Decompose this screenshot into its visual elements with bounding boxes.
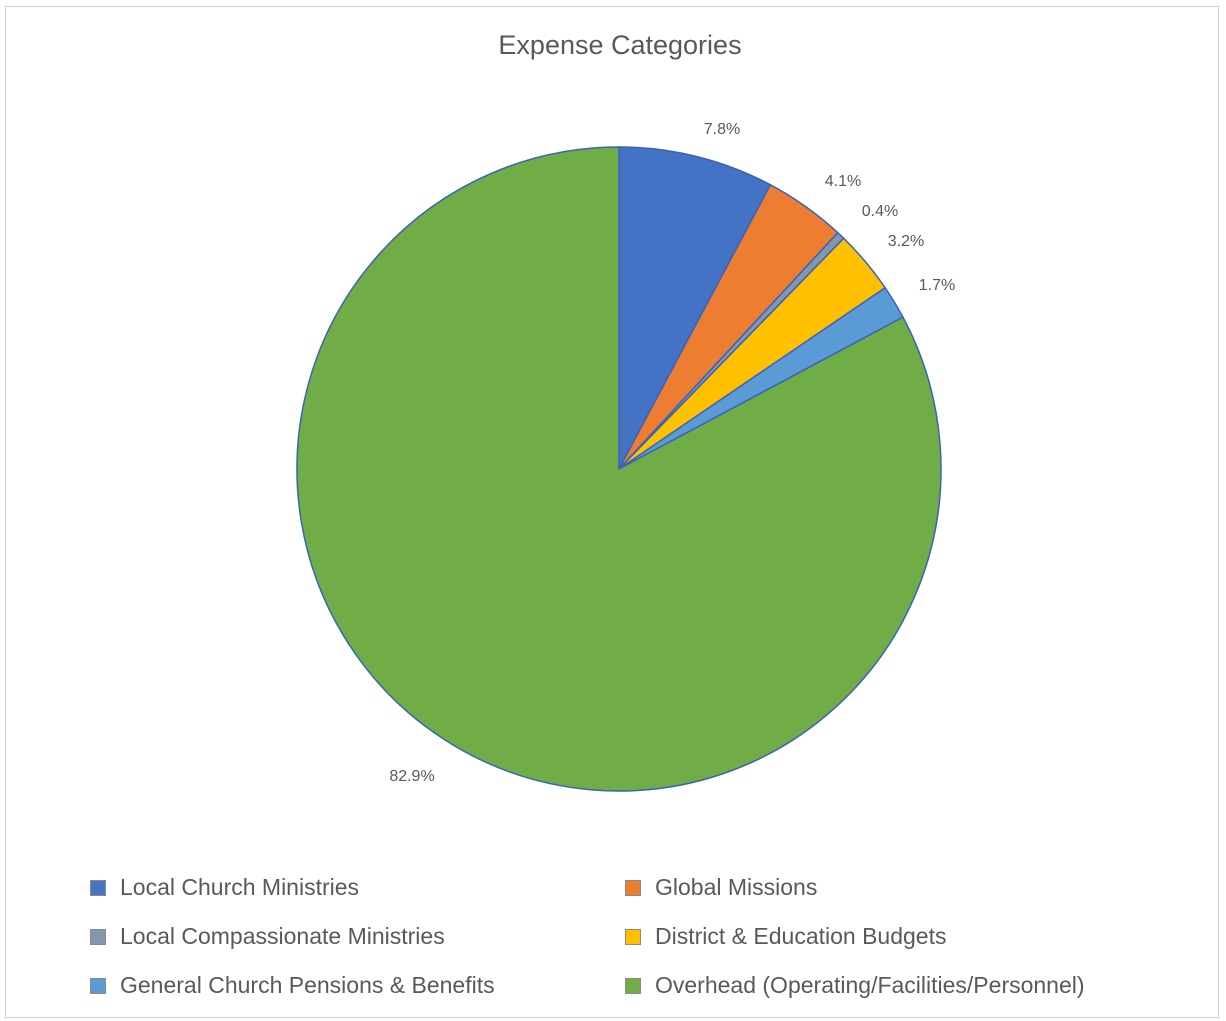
data-label-2: 4.1% — [825, 173, 861, 190]
legend-item: Local Compassionate Ministries — [90, 923, 445, 950]
legend-swatch — [625, 977, 641, 994]
legend-item: District & Education Budgets — [625, 923, 946, 950]
legend-label: Global Missions — [655, 874, 818, 900]
legend-swatch — [625, 879, 641, 896]
legend-item: Global Missions — [625, 874, 817, 901]
chart-title: Expense Categories — [498, 30, 742, 60]
legend-label: General Church Pensions & Benefits — [120, 972, 495, 998]
data-label-1: 7.8% — [704, 121, 740, 138]
legend-item: Overhead (Operating/Facilities/Personnel… — [625, 972, 1085, 999]
legend-label: District & Education Budgets — [655, 923, 947, 949]
legend-item: Local Church Ministries — [90, 874, 359, 901]
legend-swatch — [90, 928, 106, 945]
legend-label: Overhead (Operating/Facilities/Personnel… — [655, 972, 1085, 998]
legend-label: Local Compassionate Ministries — [120, 923, 445, 949]
legend-label: Local Church Ministries — [120, 874, 360, 900]
legend-swatch — [90, 879, 106, 896]
pie-slice-local-church-ministries — [618, 146, 772, 470]
data-label-6: 82.9% — [389, 768, 434, 785]
legend-swatch — [625, 928, 641, 945]
pie-slice-overhead-operating-facilities-personnel — [296, 146, 942, 792]
legend-swatch — [90, 977, 106, 994]
data-label-4: 3.2% — [888, 233, 924, 250]
data-label-5: 1.7% — [919, 277, 955, 294]
legend-item: General Church Pensions & Benefits — [90, 972, 495, 999]
pie-chart: 7.8% 4.1%0.4% 3.2% 1.7% 82.9% — [296, 121, 955, 792]
data-label-3: 0.4% — [862, 203, 898, 220]
